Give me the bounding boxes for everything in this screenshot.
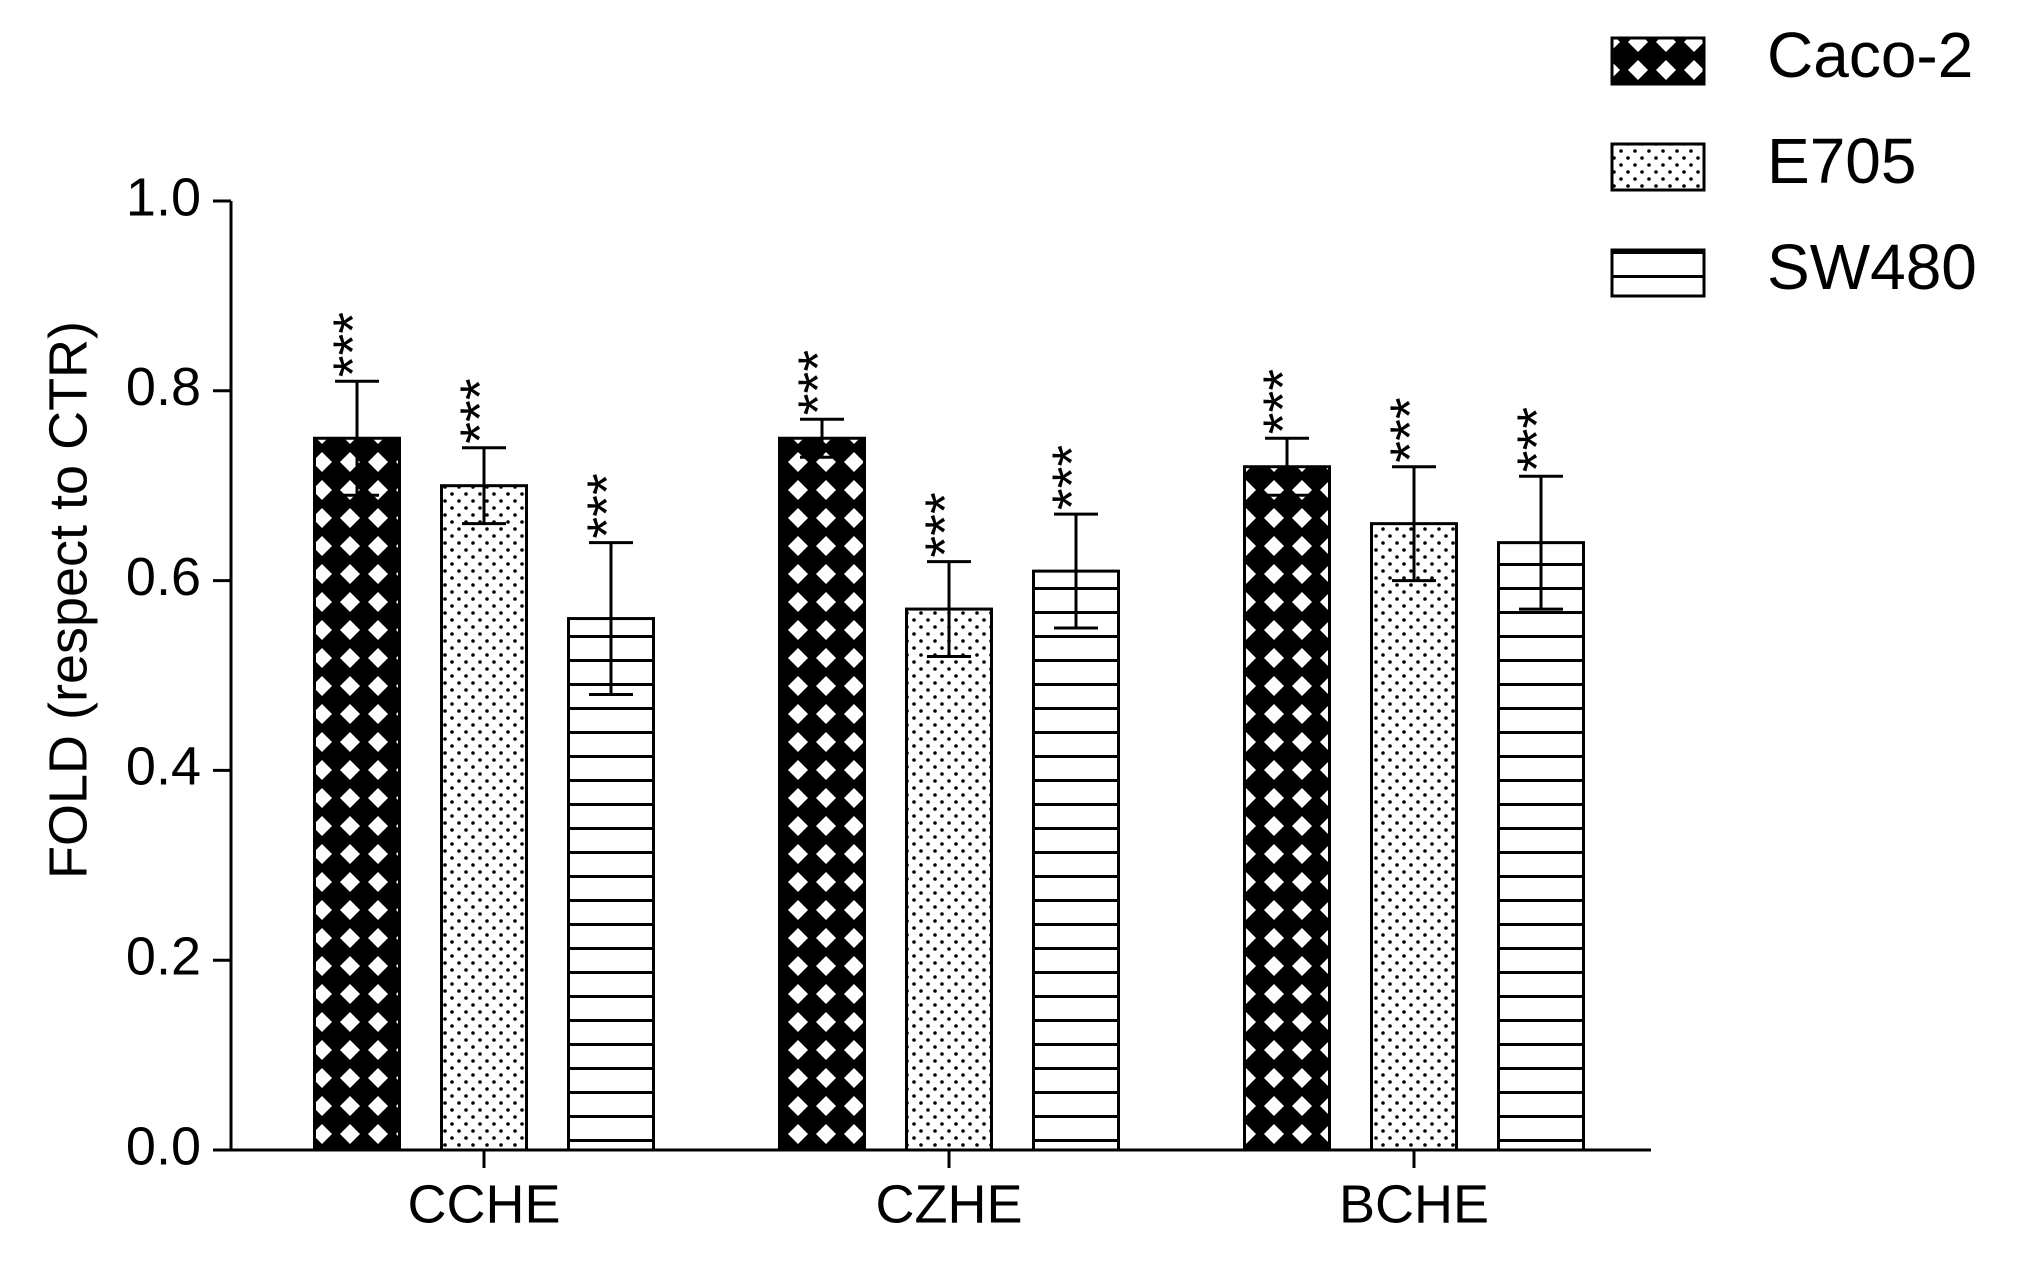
y-tick-label: 0.8	[126, 357, 201, 417]
significance-label: ***	[575, 473, 638, 538]
significance-label: ***	[1040, 445, 1103, 510]
legend-swatch	[1610, 36, 1706, 86]
error-bar	[1054, 512, 1098, 630]
y-tick-label: 0.0	[126, 1116, 201, 1176]
bar	[1370, 522, 1458, 1152]
bar	[1497, 541, 1585, 1152]
legend-label: E705	[1767, 125, 1916, 197]
bar	[440, 484, 528, 1152]
significance-label: ***	[1505, 407, 1568, 472]
significance-label: ***	[448, 378, 511, 443]
significance-label: ***	[786, 350, 849, 415]
y-axis-label: FOLD (respect to CTR)	[38, 321, 98, 879]
y-tick-label: 0.4	[126, 737, 201, 797]
significance-label: ***	[1251, 369, 1314, 434]
legend-swatch	[1610, 248, 1706, 298]
bar	[313, 436, 401, 1152]
y-tick-label: 1.0	[126, 167, 201, 227]
significance-label: ***	[1378, 397, 1441, 462]
legend-swatch	[1610, 142, 1706, 192]
error-bar	[1265, 436, 1309, 497]
x-tick-label: CCHE	[407, 1174, 560, 1234]
error-bar	[800, 417, 844, 459]
bar	[1243, 465, 1331, 1152]
error-bar	[462, 446, 506, 526]
legend-label: SW480	[1767, 231, 1977, 303]
significance-label: ***	[913, 492, 976, 557]
y-tick-label: 0.2	[126, 926, 201, 986]
error-bar	[1392, 465, 1436, 583]
bar	[567, 617, 655, 1152]
significance-label: ***	[321, 312, 384, 377]
bar	[778, 436, 866, 1152]
error-bar	[589, 541, 633, 696]
x-tick-label: BCHE	[1339, 1174, 1489, 1234]
bar	[1032, 569, 1120, 1152]
x-tick-label: CZHE	[876, 1174, 1023, 1234]
legend-label: Caco-2	[1767, 19, 1973, 91]
y-tick-label: 0.6	[126, 547, 201, 607]
error-bar	[335, 379, 379, 497]
bar	[905, 607, 993, 1152]
error-bar	[927, 560, 971, 659]
error-bar	[1519, 474, 1563, 611]
